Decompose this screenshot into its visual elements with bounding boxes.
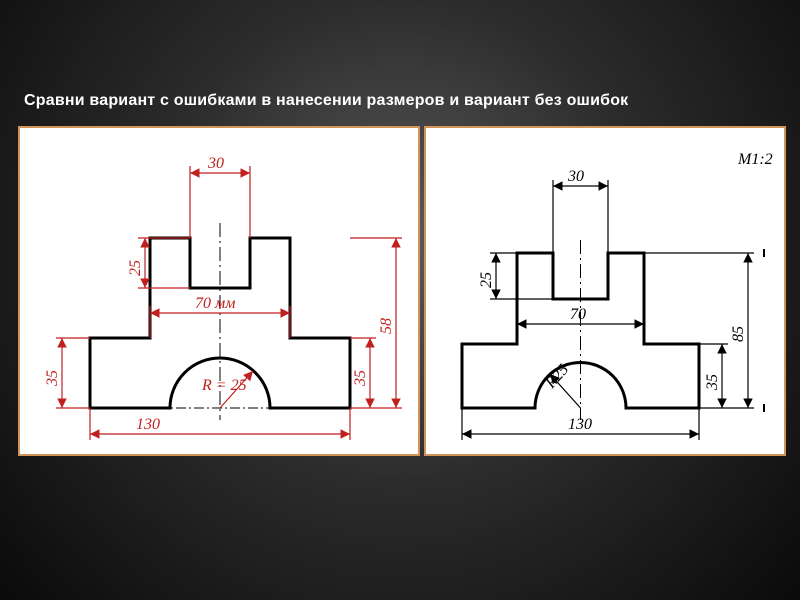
dim-130-left: 130 [136,416,160,433]
dim-130-right: 130 [568,416,592,433]
dim-70-right: 70 [570,306,586,323]
panel-correct: М1:2 30 25 70 85 [424,126,786,456]
dim-35-right: 35 [704,374,721,391]
dim-70-left: 70 мм [195,295,235,312]
scale-label: М1:2 [737,151,773,168]
dim-35a-left: 35 [44,370,61,387]
dim-35b-left: 35 [352,370,369,387]
dim-25-right: 25 [478,272,495,288]
page-title: Сравни вариант с ошибками в нанесении ра… [24,92,628,110]
dim-30-left: 30 [207,155,224,172]
panel-with-errors: 30 25 70 мм 58 35 35 [18,126,420,456]
dim-25-left: 25 [127,260,144,276]
dim-30-right: 30 [567,168,584,185]
dim-58-left: 58 [378,318,395,334]
dim-85-right: 85 [730,326,747,342]
dim-r25-right: R25 [542,361,573,392]
dim-r25-left: R = 25 [201,377,247,394]
